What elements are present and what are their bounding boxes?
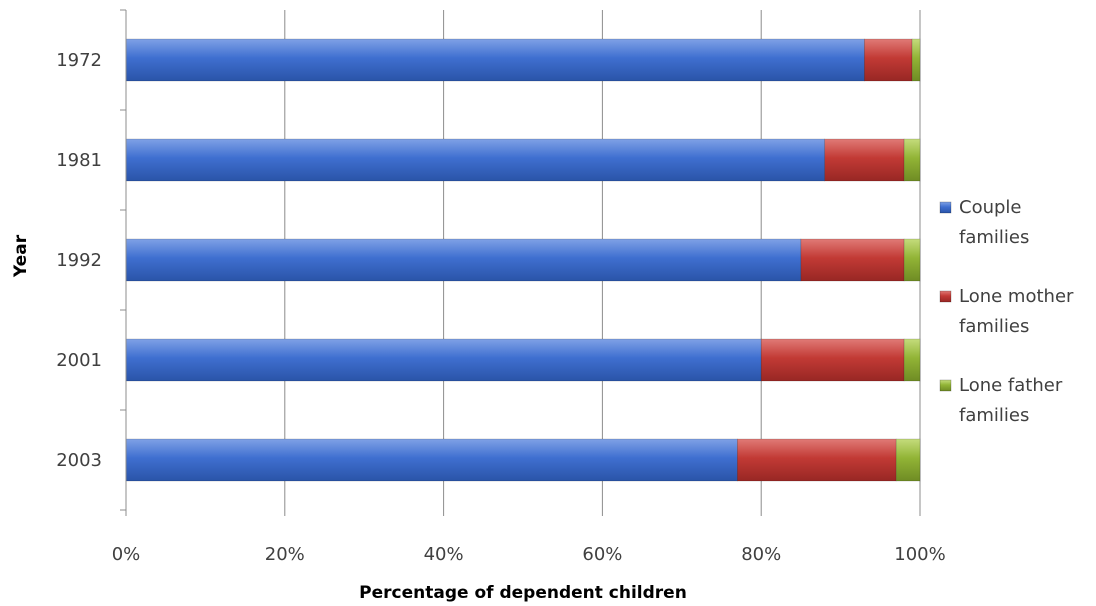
x-tick-label-0: 0% <box>112 544 141 565</box>
legend-swatch-2 <box>939 379 952 392</box>
bar-1981-series-1 <box>824 138 905 182</box>
bar-1972-series-2 <box>911 38 921 82</box>
legend-swatch-0 <box>939 201 952 214</box>
legend: Couple families Lone mother families Lone fa… <box>939 197 1074 426</box>
x-axis-title: Percentage of dependent children <box>359 583 687 603</box>
x-tick-label-3: 60% <box>582 544 622 565</box>
bar-2003-series-2 <box>895 438 921 482</box>
tick-labels: 0% 20% 40% 60% 80% 100% 1972 1981 1992 2001 2003 <box>56 50 946 565</box>
x-tick-label-4: 80% <box>741 544 781 565</box>
axes <box>120 9 921 516</box>
y-tick-label-1992: 1992 <box>56 250 102 271</box>
legend-swatch-1 <box>939 290 952 303</box>
x-tick-label-5: 100% <box>894 544 945 565</box>
legend-label-1: Lone mother families <box>959 286 1074 337</box>
y-tick-label-1972: 1972 <box>56 50 102 71</box>
y-tick-label-2001: 2001 <box>56 350 102 371</box>
y-tick-label-2003: 2003 <box>56 450 102 471</box>
bar-2001-series-0 <box>125 338 762 382</box>
bar-2003-series-1 <box>737 438 897 482</box>
x-tick-label-1: 20% <box>265 544 305 565</box>
x-tick-label-2: 40% <box>424 544 464 565</box>
legend-label-2: Lone father families <box>959 375 1063 426</box>
legend-label-0: Couple families <box>959 197 1029 248</box>
bar-1972-series-0 <box>125 38 865 82</box>
bar-1992-series-2 <box>903 238 921 282</box>
bar-1981-series-2 <box>903 138 921 182</box>
bar-2003-series-0 <box>125 438 738 482</box>
y-tick-label-1981: 1981 <box>56 150 102 171</box>
bar-1992-series-1 <box>800 238 905 282</box>
bar-1981-series-0 <box>125 138 826 182</box>
bars <box>125 38 921 482</box>
y-axis-title: Year <box>11 234 31 278</box>
bar-2001-series-2 <box>903 338 921 382</box>
bar-1992-series-0 <box>125 238 802 282</box>
bar-1972-series-1 <box>864 38 913 82</box>
bar-2001-series-1 <box>760 338 905 382</box>
